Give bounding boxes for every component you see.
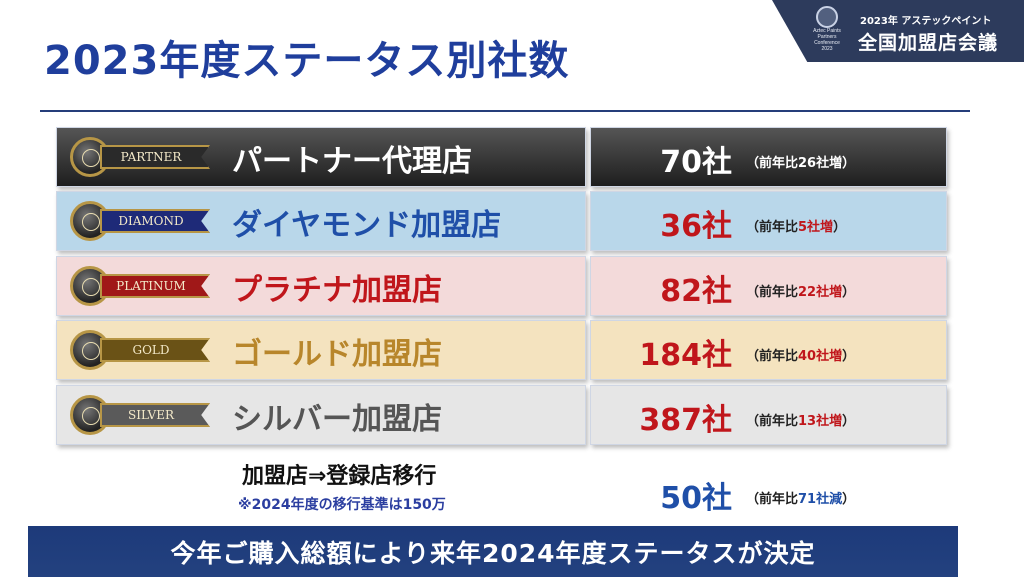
status-count-cell (590, 385, 947, 445)
status-row-gold: GOLD ゴールド加盟店 184社 （前年比40社増） (0, 320, 1024, 380)
conference-logo: Aztec Paints Partners Conference 2023 (804, 6, 850, 56)
note-suffix: ） (842, 349, 856, 364)
logo-seal-icon (816, 6, 838, 28)
status-row-silver: SILVER シルバー加盟店 387社 （前年比13社増） (0, 385, 1024, 445)
footer-text: 今年ご購入総額により来年2024年度ステータスが決定 (170, 538, 816, 568)
page-title: 2023年度ステータス別社数 (44, 38, 570, 84)
note-suffix: ） (833, 220, 847, 235)
status-count: 82社 (660, 274, 732, 309)
status-count-cell (590, 256, 947, 316)
note-prefix: （前年比 (746, 349, 799, 364)
count-wrap: 184社 （前年比40社増） (590, 332, 947, 373)
transfer-change-note: （前年比71社減） (746, 488, 855, 507)
footer-banner: 今年ご購入総額により来年2024年度ステータスが決定 (28, 526, 958, 577)
header-event-title: 全国加盟店会議 (858, 32, 999, 54)
header-banner (772, 0, 1024, 62)
status-count-cell (590, 127, 947, 187)
rank-plate: GOLD (100, 338, 210, 362)
note-change: 26社増 (798, 156, 843, 171)
status-count: 184社 (639, 338, 732, 373)
status-label-cell (56, 191, 586, 251)
count-wrap: 70社 （前年比26社増） (590, 139, 947, 180)
rank-plate: PLATINUM (100, 274, 210, 298)
note-prefix: （前年比 (746, 414, 799, 429)
rank-plate: PARTNER (100, 145, 210, 169)
change-note: （前年比13社増） (746, 410, 855, 429)
rank-plate: SILVER (100, 403, 210, 427)
transfer-title: 加盟店⇒登録店移行 (242, 464, 437, 489)
transfer-count: 50社 (660, 481, 732, 516)
change-note: （前年比5社増） (746, 216, 846, 235)
change-note: （前年比22社増） (746, 281, 855, 300)
count-wrap: 82社 （前年比22社増） (590, 268, 947, 309)
note-prefix: （前年比 (746, 156, 799, 171)
status-label: ダイヤモンド加盟店 (232, 208, 502, 243)
status-count: 36社 (660, 209, 732, 244)
transfer-count-cell: 50社 （前年比71社減） (590, 475, 947, 516)
status-row-partner: PARTNER パートナー代理店 70社 （前年比26社増） (0, 127, 1024, 187)
count-wrap: 36社 （前年比5社増） (590, 203, 947, 244)
note-suffix: ） (842, 414, 856, 429)
note-prefix: （前年比 (746, 220, 799, 235)
status-label: ゴールド加盟店 (232, 337, 442, 372)
transfer-row: 50社 （前年比71社減） (0, 463, 1024, 523)
note-change: 71社減 (798, 492, 843, 507)
status-count: 387社 (639, 403, 732, 438)
status-count: 70社 (660, 145, 732, 180)
rank-plate: DIAMOND (100, 209, 210, 233)
note-suffix: ） (842, 285, 856, 300)
rank-badge: PARTNER (70, 137, 210, 177)
logo-line: 2023 (821, 46, 833, 52)
note-suffix: ） (842, 156, 856, 171)
rank-badge: PLATINUM (70, 266, 210, 306)
header-subtitle: 2023年 アステックペイント (860, 16, 992, 27)
note-change: 22社増 (798, 285, 843, 300)
note-change: 5社増 (798, 220, 834, 235)
status-label: パートナー代理店 (232, 144, 472, 179)
medal-icon (70, 137, 110, 177)
note-prefix: （前年比 (746, 285, 799, 300)
change-note: （前年比40社増） (746, 345, 855, 364)
rank-badge: GOLD (70, 330, 210, 370)
rank-badge: SILVER (70, 395, 210, 435)
status-row-platinum: PLATINUM プラチナ加盟店 82社 （前年比22社増） (0, 256, 1024, 316)
count-wrap: 387社 （前年比13社増） (590, 397, 947, 438)
note-change: 40社増 (798, 349, 843, 364)
note-prefix: （前年比 (746, 492, 799, 507)
note-change: 13社増 (798, 414, 843, 429)
transfer-note: ※2024年度の移行基準は150万 (238, 497, 446, 513)
status-label: プラチナ加盟店 (232, 273, 442, 308)
logo-line: Partners Conference (814, 34, 840, 46)
status-row-diamond: DIAMOND ダイヤモンド加盟店 36社 （前年比5社増） (0, 191, 1024, 251)
title-divider (40, 110, 970, 112)
status-label: シルバー加盟店 (232, 402, 442, 437)
rank-badge: DIAMOND (70, 201, 210, 241)
status-count-cell (590, 320, 947, 380)
note-suffix: ） (842, 492, 856, 507)
change-note: （前年比26社増） (746, 152, 855, 171)
status-count-cell (590, 191, 947, 251)
logo-line: Aztec Paints (813, 28, 841, 34)
